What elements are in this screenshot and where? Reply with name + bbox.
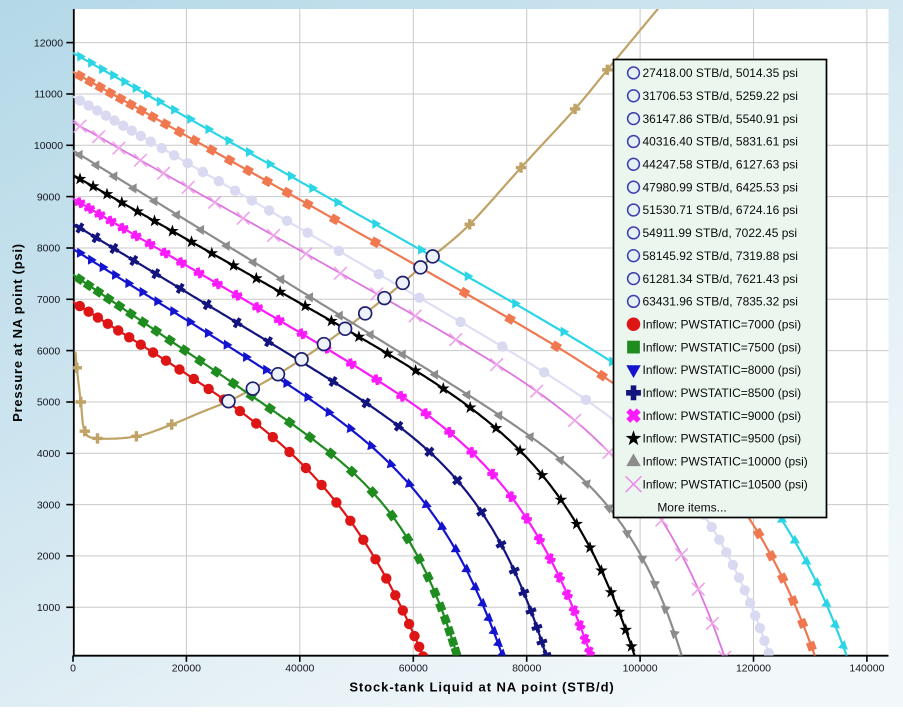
svg-text:40000: 40000: [285, 663, 314, 675]
svg-text:31706.53 STB/d, 5259.22 psi: 31706.53 STB/d, 5259.22 psi: [643, 89, 798, 103]
svg-text:Inflow: PWSTATIC=9000 (psi): Inflow: PWSTATIC=9000 (psi): [643, 409, 802, 423]
svg-text:63431.96 STB/d, 7835.32 psi: 63431.96 STB/d, 7835.32 psi: [643, 295, 798, 309]
svg-text:More items...: More items...: [657, 500, 726, 514]
svg-text:7000: 7000: [37, 294, 61, 306]
svg-text:12000: 12000: [34, 37, 63, 49]
svg-text:36147.86 STB/d, 5540.91 psi: 36147.86 STB/d, 5540.91 psi: [643, 112, 798, 126]
svg-text:60000: 60000: [399, 663, 428, 675]
svg-text:20000: 20000: [172, 663, 201, 675]
svg-text:10000: 10000: [34, 140, 63, 152]
svg-text:Pressure at NA point (psi): Pressure at NA point (psi): [10, 243, 25, 422]
svg-text:2000: 2000: [37, 551, 61, 563]
svg-text:Inflow: PWSTATIC=10500 (psi): Inflow: PWSTATIC=10500 (psi): [643, 477, 808, 491]
svg-text:8000: 8000: [37, 243, 61, 255]
svg-text:40316.40 STB/d, 5831.61 psi: 40316.40 STB/d, 5831.61 psi: [643, 135, 798, 149]
svg-text:80000: 80000: [512, 663, 541, 675]
svg-text:4000: 4000: [37, 448, 61, 460]
svg-text:47980.99 STB/d, 6425.53 psi: 47980.99 STB/d, 6425.53 psi: [643, 180, 798, 194]
svg-text:Inflow: PWSTATIC=10000 (psi): Inflow: PWSTATIC=10000 (psi): [643, 455, 808, 469]
svg-text:Inflow: PWSTATIC=8500 (psi): Inflow: PWSTATIC=8500 (psi): [643, 386, 802, 400]
svg-text:Inflow: PWSTATIC=9500 (psi): Inflow: PWSTATIC=9500 (psi): [643, 432, 802, 446]
svg-text:27418.00 STB/d, 5014.35 psi: 27418.00 STB/d, 5014.35 psi: [643, 66, 798, 80]
svg-text:58145.92 STB/d, 7319.88 psi: 58145.92 STB/d, 7319.88 psi: [643, 249, 798, 263]
svg-text:0: 0: [70, 663, 76, 675]
svg-text:120000: 120000: [736, 663, 771, 675]
svg-text:54911.99 STB/d, 7022.45 psi: 54911.99 STB/d, 7022.45 psi: [643, 226, 798, 240]
svg-text:1000: 1000: [37, 602, 61, 614]
svg-text:11000: 11000: [34, 89, 63, 101]
svg-text:Stock-tank Liquid at NA point: Stock-tank Liquid at NA point (STB/d): [349, 680, 614, 695]
svg-text:Inflow: PWSTATIC=7000 (psi): Inflow: PWSTATIC=7000 (psi): [643, 317, 802, 331]
svg-text:51530.71 STB/d, 6724.16 psi: 51530.71 STB/d, 6724.16 psi: [643, 203, 798, 217]
svg-text:140000: 140000: [849, 663, 884, 675]
svg-text:44247.58 STB/d, 6127.63 psi: 44247.58 STB/d, 6127.63 psi: [643, 158, 798, 172]
svg-text:Inflow: PWSTATIC=7500 (psi): Inflow: PWSTATIC=7500 (psi): [643, 340, 802, 354]
svg-text:9000: 9000: [37, 191, 61, 203]
svg-text:5000: 5000: [37, 397, 61, 409]
svg-text:3000: 3000: [37, 499, 61, 511]
svg-text:6000: 6000: [37, 345, 61, 357]
svg-text:100000: 100000: [623, 663, 658, 675]
svg-text:Inflow: PWSTATIC=8000 (psi): Inflow: PWSTATIC=8000 (psi): [643, 363, 802, 377]
svg-text:61281.34 STB/d, 7621.43 psi: 61281.34 STB/d, 7621.43 psi: [643, 272, 798, 286]
